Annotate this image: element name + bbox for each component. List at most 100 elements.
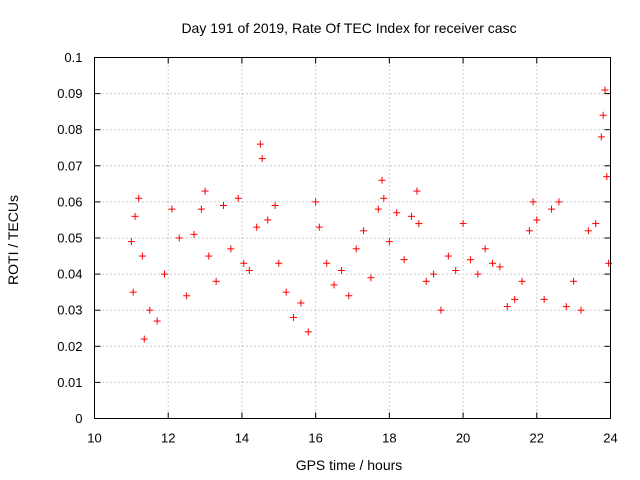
data-point — [234, 194, 242, 202]
data-point — [466, 256, 474, 264]
data-point — [138, 252, 146, 260]
data-point — [444, 252, 452, 260]
data-point — [459, 220, 467, 228]
data-point — [275, 259, 283, 267]
data-point — [570, 277, 578, 285]
data-point — [597, 133, 605, 141]
x-tick-label: 14 — [235, 431, 249, 446]
y-tick-label: 0.09 — [57, 86, 82, 101]
data-point — [258, 155, 266, 163]
data-point — [360, 227, 368, 235]
x-tick-label: 22 — [530, 431, 544, 446]
data-point — [511, 295, 519, 303]
data-point — [282, 288, 290, 296]
x-tick-label: 12 — [161, 431, 175, 446]
data-point — [529, 198, 537, 206]
data-point — [533, 216, 541, 224]
data-point — [161, 270, 169, 278]
data-point — [227, 245, 235, 253]
data-point — [212, 277, 220, 285]
data-point — [496, 263, 504, 271]
data-point — [330, 281, 338, 289]
data-point — [175, 234, 183, 242]
data-point — [168, 205, 176, 213]
x-tick-label: 18 — [382, 431, 396, 446]
data-point — [253, 223, 261, 231]
data-point — [183, 292, 191, 300]
data-point — [290, 313, 298, 321]
data-point — [437, 306, 445, 314]
y-tick-label: 0.06 — [57, 194, 82, 209]
data-point — [337, 266, 345, 274]
data-point — [297, 299, 305, 307]
data-point — [323, 259, 331, 267]
y-tick-label: 0.1 — [64, 50, 82, 65]
data-point — [415, 220, 423, 228]
data-point — [592, 220, 600, 228]
data-point — [452, 266, 460, 274]
x-tick-label: 24 — [603, 431, 617, 446]
data-point — [256, 140, 264, 148]
data-point — [584, 227, 592, 235]
data-point — [374, 205, 382, 213]
data-point — [146, 306, 154, 314]
data-point — [312, 198, 320, 206]
y-tick-label: 0.04 — [57, 267, 82, 282]
data-point — [474, 270, 482, 278]
y-axis-title: ROTI / TECUs — [5, 195, 21, 285]
data-point — [555, 198, 563, 206]
data-point — [400, 256, 408, 264]
data-point — [345, 292, 353, 300]
y-tick-label: 0.05 — [57, 231, 82, 246]
data-point — [385, 238, 393, 246]
data-point — [540, 295, 548, 303]
data-point — [135, 194, 143, 202]
data-point — [378, 176, 386, 184]
data-point — [430, 270, 438, 278]
data-point — [407, 212, 415, 220]
data-point — [577, 306, 585, 314]
x-axis-title: GPS time / hours — [296, 457, 403, 473]
y-tick-label: 0.07 — [57, 158, 82, 173]
data-point — [190, 230, 198, 238]
data-point — [422, 277, 430, 285]
data-point — [240, 259, 248, 267]
y-tick-label: 0.02 — [57, 339, 82, 354]
data-point — [220, 202, 227, 210]
data-point — [131, 212, 139, 220]
data-point — [129, 288, 137, 296]
data-point — [304, 328, 312, 336]
axis-ticks — [94, 57, 611, 419]
data-point — [605, 259, 613, 267]
data-point — [380, 194, 388, 202]
data-point — [503, 303, 511, 311]
chart-title: Day 191 of 2019, Rate Of TEC Index for r… — [181, 20, 516, 36]
y-tick-label: 0 — [75, 411, 82, 426]
data-point — [197, 205, 205, 213]
data-point — [413, 187, 421, 195]
data-point — [127, 238, 135, 246]
data-point — [205, 252, 213, 260]
data-point — [201, 187, 209, 195]
data-point — [599, 111, 607, 119]
x-tick-label: 20 — [456, 431, 470, 446]
data-point — [393, 209, 401, 217]
data-point — [489, 259, 497, 267]
data-point — [271, 202, 279, 210]
data-point — [562, 303, 570, 311]
data-point — [601, 86, 609, 94]
data-point — [153, 317, 161, 325]
data-point — [140, 335, 148, 343]
data-point — [245, 266, 253, 274]
x-tick-label: 10 — [87, 431, 101, 446]
grid — [94, 57, 611, 419]
y-tick-label: 0.01 — [57, 375, 82, 390]
data-points — [127, 86, 613, 343]
y-tick-labels: 0 0.01 0.02 0.03 0.04 0.05 0.06 0.07 0.08 0.09 0.1 — [57, 50, 82, 426]
data-point — [603, 173, 611, 181]
y-tick-label: 0.03 — [57, 303, 82, 318]
data-point — [525, 227, 533, 235]
x-tick-labels: 10 12 14 16 18 20 22 24 — [87, 431, 617, 446]
plot-frame — [94, 57, 611, 419]
